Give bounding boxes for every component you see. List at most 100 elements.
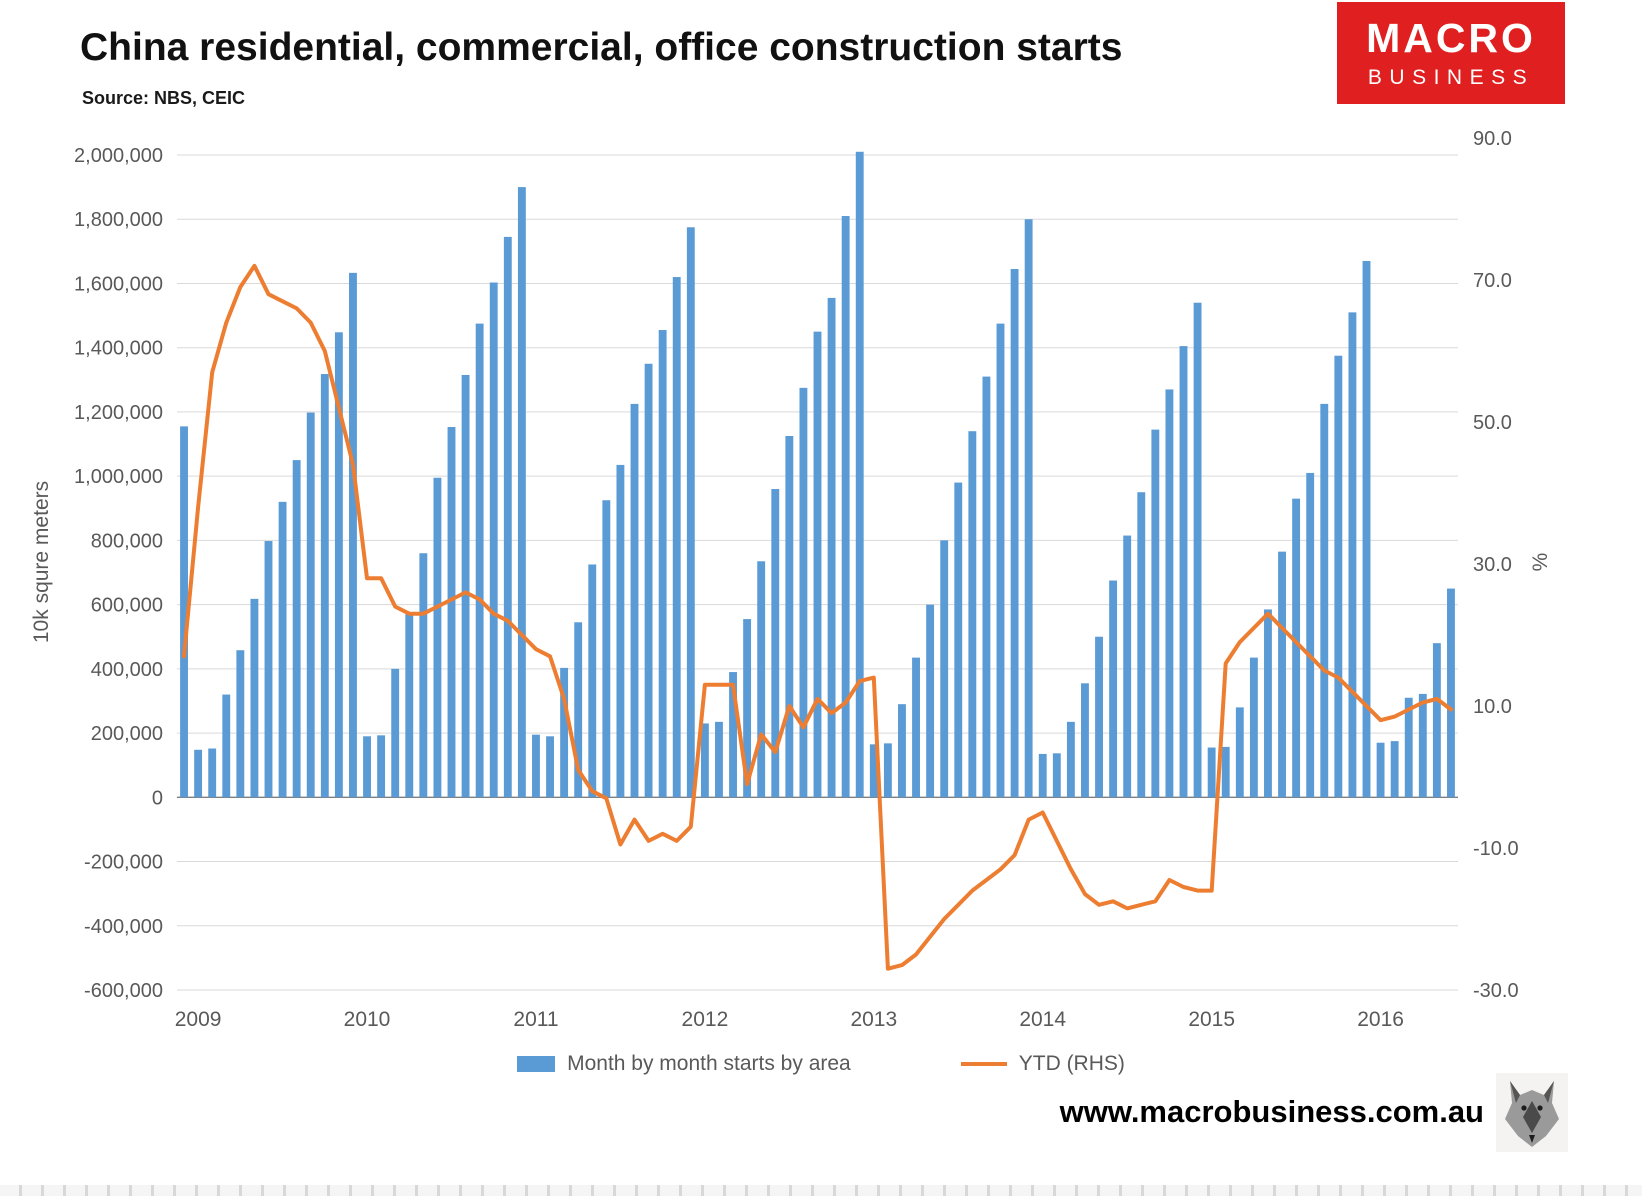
left-axis-tick-label: 600,000 (91, 595, 163, 617)
bar (1010, 269, 1019, 798)
bar (349, 272, 357, 798)
left-axis-tick-label: 1,000,000 (74, 466, 163, 488)
bar (1278, 551, 1286, 798)
bar (517, 187, 526, 798)
bar (869, 744, 878, 798)
bar (1390, 741, 1399, 798)
bar (560, 667, 569, 798)
bar (757, 561, 766, 798)
x-axis-label: 2009 (175, 1008, 222, 1031)
right-axis-tick-label: -10.0 (1473, 838, 1519, 860)
right-axis-tick-label: 30.0 (1473, 554, 1512, 576)
bar (1320, 403, 1329, 798)
bar (1292, 498, 1301, 798)
bar (715, 721, 723, 798)
bar (250, 598, 259, 798)
chart-title: China residential, commercial, office co… (80, 26, 1123, 69)
bar (475, 323, 484, 798)
bar (841, 216, 850, 798)
bar (743, 619, 752, 798)
bar (883, 743, 892, 798)
right-axis-title: % (1529, 553, 1552, 572)
left-axis-tick-label: 1,400,000 (74, 338, 163, 360)
bar (503, 236, 512, 798)
bar (616, 464, 625, 798)
bar (363, 736, 371, 798)
chart-source: Source: NBS, CEIC (82, 88, 246, 108)
bar (532, 734, 540, 798)
left-axis-tick-label: 800,000 (91, 530, 163, 552)
bar (940, 540, 949, 798)
bar (658, 330, 667, 798)
bar (1249, 657, 1258, 798)
bar (926, 604, 935, 798)
bar (222, 694, 231, 798)
left-axis-tick-label: 400,000 (91, 659, 163, 681)
bar (1264, 609, 1272, 798)
bar (813, 331, 822, 798)
bar (785, 436, 794, 798)
x-axis-label: 2011 (513, 1008, 558, 1031)
bar (799, 387, 808, 798)
bar (1024, 219, 1033, 798)
bar (1348, 312, 1357, 798)
bar (264, 541, 273, 798)
ytd-line (182, 263, 1453, 971)
left-axis-tick-label: 0 (152, 787, 163, 809)
left-axis-tick-label: 1,800,000 (74, 209, 163, 231)
bar (1052, 753, 1061, 798)
right-axis-tick-label: 90.0 (1473, 128, 1512, 150)
left-axis-tick-label: 1,200,000 (74, 402, 163, 424)
bar (1066, 721, 1075, 798)
bar (546, 736, 554, 798)
bar (1109, 580, 1118, 798)
bar (489, 282, 498, 798)
bar (278, 501, 287, 798)
bar (729, 672, 737, 798)
x-axis-label: 2016 (1357, 1008, 1404, 1031)
legend-item-line: YTD (RHS) (960, 1052, 1125, 1076)
left-axis-tick-label: 2,000,000 (74, 145, 163, 167)
bar (1221, 746, 1230, 798)
bar (968, 431, 977, 798)
legend-item-bars: Month by month starts by area (517, 1052, 851, 1076)
x-axis-label: 2015 (1188, 1008, 1235, 1031)
bar (912, 657, 920, 798)
bar (1123, 535, 1132, 798)
bar (630, 403, 639, 798)
bar (320, 374, 329, 798)
bar (672, 277, 681, 798)
bar (1095, 636, 1103, 798)
left-axis-tick-label: -400,000 (84, 916, 163, 938)
bar (1137, 492, 1146, 798)
bar (447, 427, 456, 798)
left-axis-tick-label: 200,000 (91, 723, 163, 745)
bar (1179, 346, 1188, 798)
x-axis-label: 2010 (344, 1008, 391, 1031)
left-axis-title: 10k squre meters (30, 481, 53, 643)
bar (855, 151, 864, 798)
bar (827, 297, 836, 798)
bar (433, 477, 442, 798)
bar-series-swatch (517, 1056, 556, 1072)
bar (1404, 697, 1413, 798)
bar (377, 735, 386, 798)
bar (1334, 355, 1343, 798)
bar (996, 323, 1005, 798)
bar (1193, 302, 1202, 798)
bar (644, 363, 653, 798)
bar (1306, 472, 1315, 798)
bar (419, 553, 428, 798)
bar (208, 748, 217, 798)
x-axis-label: 2013 (850, 1008, 897, 1031)
bar (1362, 260, 1371, 798)
bar (1165, 389, 1174, 798)
right-axis-tick-label: -30.0 (1473, 980, 1519, 1002)
bar (391, 668, 400, 798)
bar (982, 376, 991, 798)
wolf-logo (1496, 1073, 1568, 1152)
left-axis-tick-label: -200,000 (84, 852, 163, 874)
bar (1418, 693, 1427, 798)
bar (1038, 753, 1047, 798)
